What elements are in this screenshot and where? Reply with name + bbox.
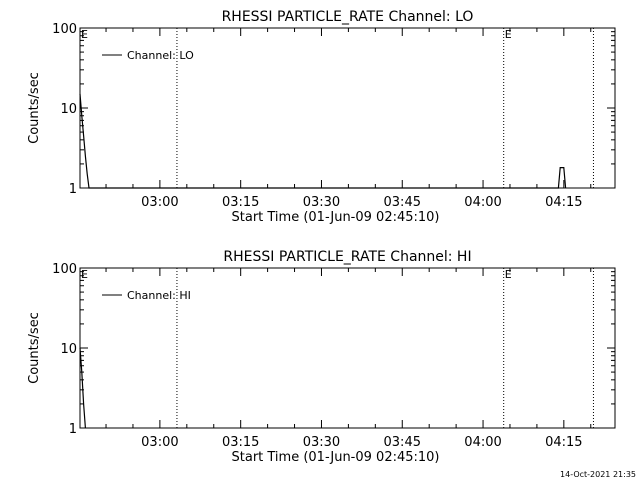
x-tick-label: 03:15: [222, 195, 259, 210]
y-tick-label: 1: [69, 422, 77, 437]
event-marker-label: E: [81, 28, 88, 41]
chart-panel-2: RHESSI PARTICLE_RATE Channel: HI 1 10 100 03…: [27, 249, 616, 465]
x-tick-label: 04:15: [545, 195, 582, 210]
chart-title: RHESSI PARTICLE_RATE Channel: HI: [223, 249, 471, 265]
x-tick-label: 04:00: [464, 195, 501, 210]
y-tick-label: 100: [52, 262, 77, 277]
y-axis-label: Counts/sec: [27, 312, 42, 384]
chart-title: RHESSI PARTICLE_RATE Channel: LO: [222, 9, 474, 25]
event-marker-label: E: [505, 28, 512, 41]
x-tick-label: 03:30: [303, 195, 340, 210]
event-marker-label: E: [505, 268, 512, 281]
event-marker-label: E: [81, 268, 88, 281]
footer-timestamp: 14-Oct-2021 21:35: [560, 470, 636, 479]
y-axis-label: Counts/sec: [27, 72, 42, 144]
x-tick-label: 04:00: [464, 435, 501, 450]
x-axis-label: Start Time (01-Jun-09 02:45:10): [232, 450, 440, 465]
y-tick-label: 10: [60, 102, 77, 117]
chart-panel-1: RHESSI PARTICLE_RATE Channel: LO 1 10 100 03…: [27, 9, 616, 225]
x-tick-label: 03:00: [141, 435, 178, 450]
y-tick-label: 10: [60, 342, 77, 357]
x-tick-label: 03:00: [141, 195, 178, 210]
legend-label: Channel: LO: [127, 49, 194, 62]
x-tick-label: 03:45: [384, 195, 421, 210]
x-tick-label: 03:30: [303, 435, 340, 450]
x-axis-label: Start Time (01-Jun-09 02:45:10): [232, 210, 440, 225]
y-tick-label: 100: [52, 22, 77, 37]
x-tick-label: 03:15: [222, 435, 259, 450]
data-series-line: [79, 93, 567, 189]
x-tick-label: 04:15: [545, 435, 582, 450]
legend-label: Channel: HI: [127, 289, 191, 302]
y-tick-label: 1: [69, 182, 77, 197]
data-series-line: [79, 347, 86, 429]
x-tick-label: 03:45: [384, 435, 421, 450]
